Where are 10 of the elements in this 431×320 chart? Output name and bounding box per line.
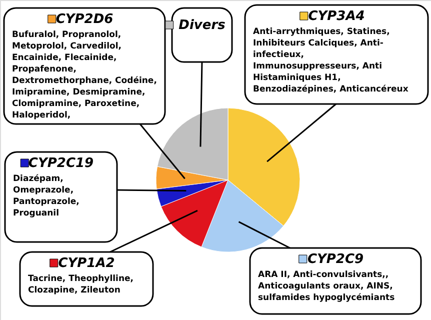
text: Diazépam, Omeprazole, Pantoprazole, Proguanil [13,174,80,218]
legend-label: CYP3A4 [308,9,365,24]
legend-label: Divers [178,18,226,33]
text: ARA II, Anti-convulsivants,, Anticoagulants oraux, AINS, sulfamides hypoglycémiants [258,270,395,303]
legend-label: CYP2C9 [307,252,364,267]
legend-label: CYP1A2 [58,256,115,271]
text: Bufuralol, Propranolol, Metoprolol, Carvedilol, Encainide, Flecainide, Propafenone, Dextromethorphane, Codéine, Imipramine, Desmipramine, Clomipramine, Paroxetine, Haloperidol, [12,30,157,120]
text: Anti-arrythmiques, Statines, Inhibiteurs Calciques, Anti- infectieux, Immunosuppresseurs, Anti Histaminiques H1, Benzodiazépines, Anticancéreux [253,27,409,94]
legend-label: CYP2D6 [56,12,114,27]
text: Tacrine, Theophylline, Clozapine, Zileuton [28,274,134,296]
